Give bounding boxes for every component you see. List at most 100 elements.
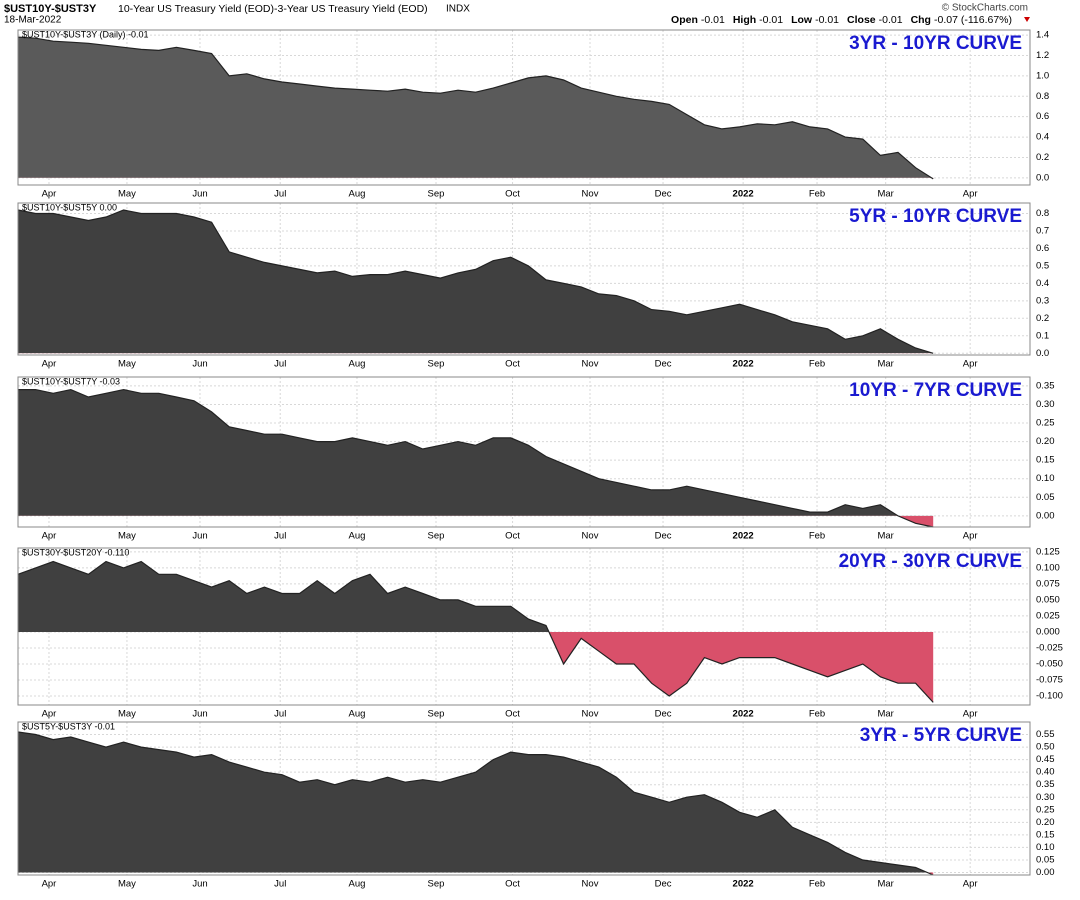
y-tick-label: 0.3 xyxy=(1036,295,1049,306)
x-tick-label: Sep xyxy=(428,531,445,542)
y-tick-label: 0.20 xyxy=(1036,817,1055,828)
x-tick-label: May xyxy=(118,531,136,542)
y-tick-label: 0.50 xyxy=(1036,742,1055,753)
y-tick-label: 0.15 xyxy=(1036,829,1055,840)
area-line xyxy=(17,36,934,180)
y-tick-label: -0.050 xyxy=(1036,659,1063,670)
y-tick-label: 0.0 xyxy=(1036,172,1049,183)
x-tick-label: Apr xyxy=(42,359,57,370)
x-tick-label: Oct xyxy=(505,709,520,720)
x-tick-label: Apr xyxy=(42,189,57,200)
x-tick-label: Nov xyxy=(582,531,599,542)
area-positive xyxy=(18,210,934,354)
area-negative xyxy=(897,515,934,527)
y-tick-label: 0.05 xyxy=(1036,492,1055,503)
x-tick-label: Dec xyxy=(655,709,672,720)
x-tick-label: Apr xyxy=(963,359,978,370)
plot-frame xyxy=(17,376,1031,528)
date: 18-Mar-2022 xyxy=(4,15,62,26)
area-line xyxy=(17,731,934,876)
y-tick-label: 1.4 xyxy=(1036,30,1049,41)
x-tick-label: Nov xyxy=(582,359,599,370)
down-arrow xyxy=(1024,17,1030,22)
y-tick-label: 0.00 xyxy=(1036,510,1055,521)
x-tick-label: Sep xyxy=(428,879,445,890)
panel-label: $UST30Y-$UST20Y -0.110 xyxy=(22,547,129,557)
plot-frame xyxy=(17,29,1031,186)
stat-value: -0.07 (-116.67%) xyxy=(934,14,1012,26)
y-tick-label: 0.000 xyxy=(1036,626,1060,637)
y-tick-label: 0.20 xyxy=(1036,436,1055,447)
x-tick-label: Jul xyxy=(274,189,286,200)
panel-label: $UST5Y-$UST3Y -0.01 xyxy=(22,721,115,731)
y-tick-label: 0.10 xyxy=(1036,473,1055,484)
y-tick-label: 0.100 xyxy=(1036,562,1060,573)
stat-value: -0.01 xyxy=(701,14,725,26)
area-negative xyxy=(18,631,934,703)
x-tick-label: Dec xyxy=(655,189,672,200)
stat-value: -0.01 xyxy=(879,14,903,26)
x-tick-label: Mar xyxy=(877,709,893,720)
exchange: INDX xyxy=(446,4,470,15)
y-tick-label: 0.45 xyxy=(1036,754,1055,765)
y-tick-label: 0.30 xyxy=(1036,399,1055,410)
stat-label: Chg xyxy=(911,14,931,26)
x-tick-label: Apr xyxy=(963,709,978,720)
x-tick-label: May xyxy=(118,189,136,200)
y-tick-label: 0.2 xyxy=(1036,313,1049,324)
y-tick-label: 0.4 xyxy=(1036,278,1049,289)
x-tick-label: 2022 xyxy=(733,359,754,370)
x-tick-label: 2022 xyxy=(733,189,754,200)
y-tick-label: -0.025 xyxy=(1036,642,1063,653)
plot-frame xyxy=(17,721,1031,876)
x-tick-label: Oct xyxy=(505,879,520,890)
source: © StockCharts.com xyxy=(942,3,1028,14)
area-positive xyxy=(18,37,932,178)
y-tick-label: 0.30 xyxy=(1036,792,1055,803)
panel-title: 10YR - 7YR CURVE xyxy=(849,380,1022,401)
x-tick-label: Jun xyxy=(192,879,207,890)
plot-frame xyxy=(17,547,1031,706)
y-tick-label: 0.8 xyxy=(1036,208,1049,219)
x-tick-label: Apr xyxy=(963,189,978,200)
y-tick-label: 0.1 xyxy=(1036,330,1049,341)
x-tick-label: Dec xyxy=(655,879,672,890)
x-tick-label: Dec xyxy=(655,359,672,370)
y-tick-label: 1.0 xyxy=(1036,70,1049,81)
x-tick-label: Apr xyxy=(42,709,57,720)
x-tick-label: Oct xyxy=(505,531,520,542)
y-tick-label: 0.4 xyxy=(1036,132,1049,143)
x-tick-label: Sep xyxy=(428,709,445,720)
x-tick-label: Jul xyxy=(274,709,286,720)
y-tick-label: 0.25 xyxy=(1036,418,1055,429)
panel-label: $UST10Y-$UST7Y -0.03 xyxy=(22,376,120,386)
y-tick-label: 0.25 xyxy=(1036,804,1055,815)
plot-frame xyxy=(17,202,1031,356)
x-tick-label: Feb xyxy=(809,709,825,720)
y-tick-label: 0.7 xyxy=(1036,225,1049,236)
x-tick-label: Mar xyxy=(877,359,893,370)
x-tick-label: 2022 xyxy=(733,531,754,542)
y-tick-label: 0.050 xyxy=(1036,594,1060,605)
x-tick-label: Feb xyxy=(809,189,825,200)
area-line xyxy=(17,209,934,354)
y-tick-label: 1.2 xyxy=(1036,50,1049,61)
x-tick-label: Feb xyxy=(809,359,825,370)
x-tick-label: Jun xyxy=(192,709,207,720)
panel-title: 3YR - 5YR CURVE xyxy=(860,725,1022,746)
x-tick-label: Sep xyxy=(428,359,445,370)
y-tick-label: -0.100 xyxy=(1036,691,1063,702)
x-tick-label: Mar xyxy=(877,189,893,200)
x-tick-label: Sep xyxy=(428,189,445,200)
x-tick-label: Nov xyxy=(582,709,599,720)
y-tick-label: 0.6 xyxy=(1036,111,1049,122)
y-tick-label: 0.5 xyxy=(1036,260,1049,271)
stat-value: -0.01 xyxy=(815,14,839,26)
y-tick-label: 0.55 xyxy=(1036,729,1055,740)
y-tick-label: 0.35 xyxy=(1036,380,1055,391)
area-positive xyxy=(18,561,549,632)
x-tick-label: May xyxy=(118,879,136,890)
panel-title: 3YR - 10YR CURVE xyxy=(849,33,1022,54)
